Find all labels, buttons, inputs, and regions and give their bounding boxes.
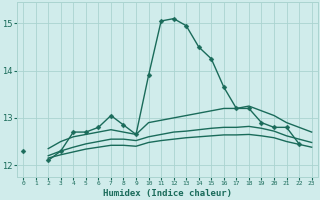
X-axis label: Humidex (Indice chaleur): Humidex (Indice chaleur): [103, 189, 232, 198]
